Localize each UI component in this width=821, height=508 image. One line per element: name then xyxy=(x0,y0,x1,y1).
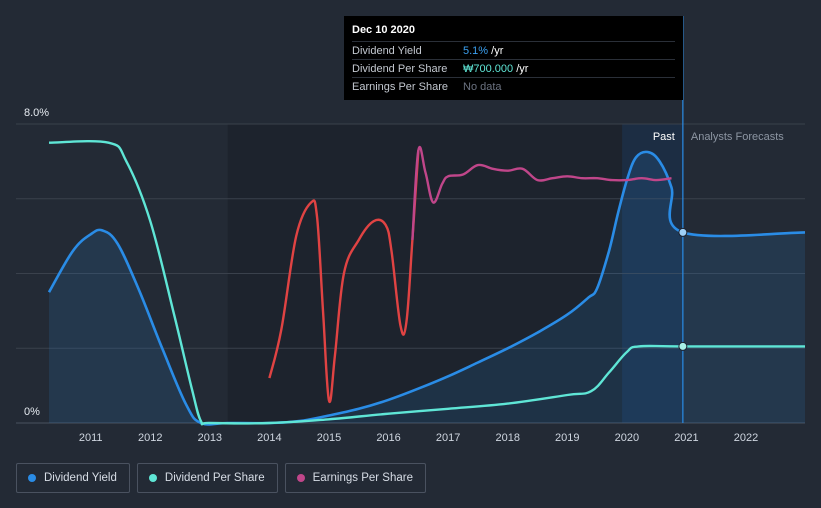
x-tick-label: 2011 xyxy=(79,432,103,444)
dividend-yield-marker xyxy=(678,227,688,237)
past-label: Past xyxy=(653,131,675,143)
legend-dot-icon xyxy=(296,474,305,482)
tooltip-date: Dec 10 2020 xyxy=(352,24,415,36)
tooltip-suffix: /yr xyxy=(513,62,529,75)
dividend-yield-line xyxy=(47,150,806,426)
x-tick-label: 2022 xyxy=(734,432,758,444)
dividend-per-share-marker xyxy=(678,341,688,351)
tooltip-label: Dividend Yield xyxy=(352,44,422,57)
forecast-label: Analysts Forecasts xyxy=(691,131,784,143)
earnings-per-share-line-negative xyxy=(268,150,420,404)
x-tick-label: 2016 xyxy=(376,432,400,444)
tooltip: Dec 10 2020 Dividend Yield 5.1% /yr Divi… xyxy=(344,16,683,100)
legend-item-dividend-per-share[interactable]: Dividend Per Share xyxy=(136,463,278,493)
legend-item-dividend-yield[interactable]: Dividend Yield xyxy=(16,463,130,493)
tooltip-suffix: /yr xyxy=(488,44,504,57)
tooltip-row-dividend-per-share: Dividend Per Share ₩700.000 /yr xyxy=(352,59,675,77)
legend-label: Earnings Per Share xyxy=(312,472,413,484)
legend-label: Dividend Per Share xyxy=(164,472,265,484)
x-tick-label: 2014 xyxy=(257,432,281,444)
legend-label: Dividend Yield xyxy=(44,472,117,484)
tooltip-row-dividend-yield: Dividend Yield 5.1% /yr xyxy=(352,41,675,59)
tooltip-value: No data xyxy=(463,80,502,93)
tooltip-value: ₩700.000 xyxy=(463,62,514,75)
x-tick-label: 2020 xyxy=(615,432,639,444)
earnings-per-share-line xyxy=(411,146,672,240)
tooltip-label: Earnings Per Share xyxy=(352,80,448,93)
tooltip-value: 5.1% xyxy=(463,44,489,57)
dividend-yield-area xyxy=(48,151,805,425)
legend-item-earnings-per-share[interactable]: Earnings Per Share xyxy=(284,463,426,493)
y-tick-label: 8.0% xyxy=(24,107,49,119)
x-tick-label: 2021 xyxy=(674,432,698,444)
tooltip-label: Dividend Per Share xyxy=(352,62,448,75)
x-tick-label: 2012 xyxy=(138,432,162,444)
dividend-per-share-line xyxy=(48,140,805,426)
legend: Dividend Yield Dividend Per Share Earnin… xyxy=(16,463,426,493)
y-tick-label: 0% xyxy=(24,406,40,418)
x-tick-label: 2019 xyxy=(555,432,579,444)
tooltip-row-earnings-per-share: Earnings Per Share No data xyxy=(352,77,675,95)
x-tick-label: 2015 xyxy=(317,432,341,444)
x-tick-label: 2013 xyxy=(198,432,222,444)
x-tick-label: 2018 xyxy=(495,432,519,444)
legend-dot-icon xyxy=(148,474,157,482)
x-tick-label: 2017 xyxy=(436,432,460,444)
legend-dot-icon xyxy=(28,474,36,482)
